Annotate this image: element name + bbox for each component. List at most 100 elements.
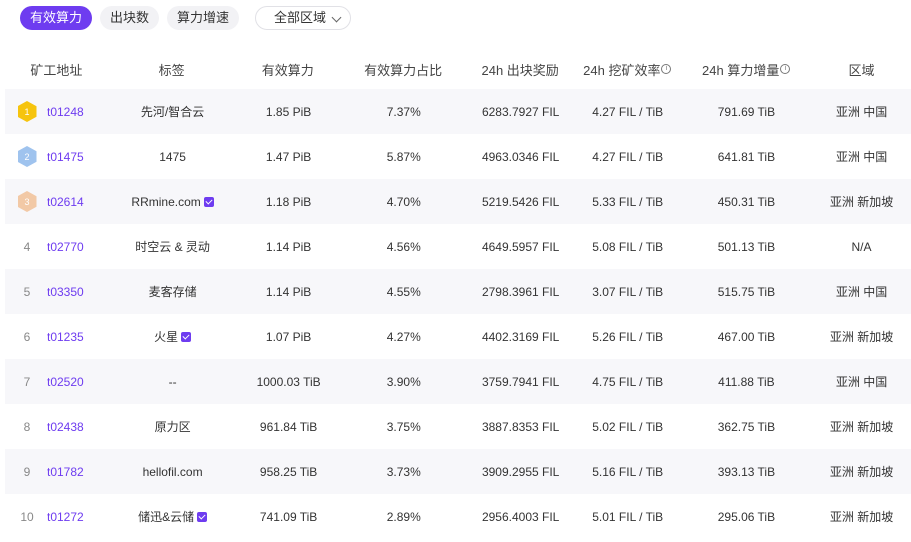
cell-reward-24h: 5219.5426 FIL: [481, 194, 560, 209]
cell-address: 1 t01248: [5, 101, 109, 122]
miner-tag: 储迅&云储: [138, 510, 195, 524]
cell-region: 亚洲 新加坡: [829, 195, 894, 209]
cell-power-increase-24h: 362.75 TiB: [717, 419, 776, 434]
cell-efficiency-24h: 4.75 FIL / TiB: [592, 374, 664, 389]
miner-tag: 先河/智合云: [140, 105, 205, 119]
header-address: 矿工地址: [30, 62, 83, 78]
miner-tag: --: [168, 374, 177, 389]
miner-address-link[interactable]: t02770: [47, 239, 84, 254]
table-row: 7 t02520 -- 1000.03 TiB 3.90% 3759.7941 FIL 4.…: [5, 359, 911, 404]
verified-icon: [181, 331, 192, 342]
cell-power: 961.84 TiB: [259, 419, 318, 434]
miner-address-link[interactable]: t01782: [47, 464, 84, 479]
cell-region: 亚洲 新加坡: [829, 510, 894, 524]
tab-effective-power[interactable]: 有效算力: [20, 6, 93, 30]
tab-blocks[interactable]: 出块数: [100, 6, 160, 30]
cell-reward-24h: 3887.8353 FIL: [481, 419, 560, 434]
rank-number: 7: [23, 374, 31, 389]
cell-region: 亚洲 中国: [835, 285, 888, 299]
cell-reward-24h: 3909.2955 FIL: [481, 464, 560, 479]
cell-power-pct: 4.27%: [386, 329, 421, 344]
cell-tag: 先河/智合云: [109, 103, 237, 120]
cell-tag: 时空云 & 灵动: [109, 238, 237, 255]
header-tag: 标签: [158, 62, 185, 78]
miner-tag: RRmine.com: [131, 194, 201, 209]
header-reward-24h: 24h 出块奖励: [481, 62, 559, 78]
miner-address-link[interactable]: t02520: [47, 374, 84, 389]
cell-address: 2 t01475: [5, 146, 109, 167]
table-row: 4 t02770 时空云 & 灵动 1.14 PiB 4.56% 4649.5957 FI…: [5, 224, 911, 269]
miner-ranking-table: 矿工地址 标签 有效算力 有效算力占比 24h 出块奖励 24h 挖矿效率 i …: [5, 49, 911, 539]
cell-tag: --: [109, 375, 237, 389]
miner-address-link[interactable]: t01475: [47, 149, 84, 164]
cell-tag: 1475: [109, 150, 237, 164]
miner-address-link[interactable]: t01272: [47, 509, 84, 524]
cell-reward-24h: 2956.4003 FIL: [481, 509, 560, 524]
rank-medal-icon: 2: [17, 146, 37, 167]
cell-region: 亚洲 中国: [835, 150, 888, 164]
cell-power-pct: 3.90%: [386, 374, 421, 389]
rank-number: 5: [23, 284, 31, 299]
cell-power-increase-24h: 393.13 TiB: [717, 464, 776, 479]
info-icon[interactable]: i: [780, 64, 791, 74]
cell-power-increase-24h: 295.06 TiB: [717, 509, 776, 524]
cell-power: 1.14 PiB: [265, 239, 312, 254]
rank-medal-icon: 3: [17, 191, 37, 212]
cell-tag: 麦客存储: [109, 283, 237, 300]
miner-tag: hellofil.com: [142, 464, 203, 479]
verified-icon: [197, 511, 208, 522]
header-power-increase-label: 24h 算力增量: [702, 62, 780, 78]
cell-address: 9 t01782: [5, 462, 109, 482]
cell-address: 6 t01235: [5, 327, 109, 347]
region-select-value: 全部区域: [274, 10, 327, 25]
verified-icon: [203, 196, 214, 207]
rank-number: 6: [23, 329, 31, 344]
info-icon[interactable]: i: [661, 64, 672, 74]
cell-region: 亚洲 新加坡: [829, 330, 894, 344]
miner-tag: 麦客存储: [148, 285, 197, 299]
header-power[interactable]: 有效算力: [261, 62, 314, 78]
cell-power-pct: 3.73%: [386, 464, 421, 479]
cell-efficiency-24h: 5.01 FIL / TiB: [592, 509, 664, 524]
cell-efficiency-24h: 5.33 FIL / TiB: [592, 194, 664, 209]
cell-region: 亚洲 新加坡: [829, 420, 894, 434]
cell-region: 亚洲 中国: [835, 105, 888, 119]
cell-tag: 储迅&云储: [109, 508, 237, 525]
cell-efficiency-24h: 4.27 FIL / TiB: [592, 149, 664, 164]
filter-bar: 有效算力 出块数 算力增速 全部区域: [20, 6, 352, 30]
cell-efficiency-24h: 5.16 FIL / TiB: [592, 464, 664, 479]
miner-address-link[interactable]: t02438: [47, 419, 84, 434]
cell-power-increase-24h: 501.13 TiB: [717, 239, 776, 254]
header-efficiency-24h: 24h 挖矿效率 i: [574, 60, 680, 79]
miner-address-link[interactable]: t03350: [47, 284, 84, 299]
cell-reward-24h: 6283.7927 FIL: [481, 104, 560, 119]
rank-number: 10: [20, 509, 34, 524]
cell-power-increase-24h: 791.69 TiB: [717, 104, 776, 119]
miner-address-link[interactable]: t01235: [47, 329, 84, 344]
cell-region: N/A: [851, 239, 872, 254]
cell-reward-24h: 3759.7941 FIL: [481, 374, 560, 389]
miner-tag: 原力区: [154, 420, 191, 434]
miner-address-link[interactable]: t02614: [47, 194, 84, 209]
rank-number: 8: [23, 419, 31, 434]
cell-power-pct: 5.87%: [386, 149, 421, 164]
miner-tag: 时空云 & 灵动: [135, 240, 210, 254]
table-row: 2 t01475 1475 1.47 PiB 5.87% 4963.0346 FIL 4.2…: [5, 134, 911, 179]
header-efficiency-label: 24h 挖矿效率: [583, 62, 661, 78]
cell-reward-24h: 2798.3961 FIL: [481, 284, 560, 299]
cell-power-increase-24h: 641.81 TiB: [717, 149, 776, 164]
cell-efficiency-24h: 5.08 FIL / TiB: [592, 239, 664, 254]
cell-power: 958.25 TiB: [259, 464, 318, 479]
miner-address-link[interactable]: t01248: [47, 104, 84, 119]
cell-tag: 火星: [109, 328, 237, 345]
cell-power: 1000.03 TiB: [256, 374, 321, 389]
region-select[interactable]: 全部区域: [255, 6, 352, 30]
cell-tag: hellofil.com: [109, 465, 237, 479]
cell-power-pct: 2.89%: [386, 509, 421, 524]
table-row: 8 t02438 原力区 961.84 TiB 3.75% 3887.8353 FIL 5.…: [5, 404, 911, 449]
miner-tag: 1475: [159, 149, 186, 164]
tab-power-growth[interactable]: 算力增速: [167, 6, 240, 30]
cell-reward-24h: 4963.0346 FIL: [481, 149, 560, 164]
table-row: 6 t01235 火星 1.07 PiB 4.27% 4402.3169 FIL 5.26 …: [5, 314, 911, 359]
cell-power-increase-24h: 411.88 TiB: [718, 374, 775, 389]
